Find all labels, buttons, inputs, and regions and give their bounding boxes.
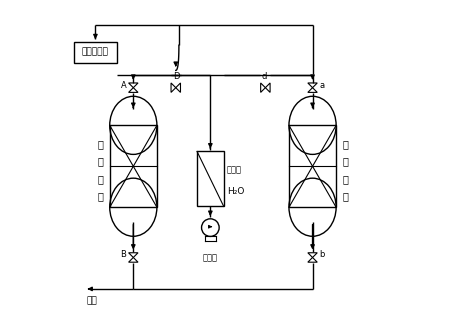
Text: 塔: 塔 [97, 174, 103, 184]
Text: 产品: 产品 [86, 296, 97, 305]
Text: 吸: 吸 [343, 139, 348, 149]
Text: 附: 附 [97, 156, 103, 167]
Text: 附: 附 [343, 156, 348, 167]
Bar [74, 42, 117, 62]
Text: 一: 一 [97, 191, 103, 201]
Text: 膜分离: 膜分离 [227, 165, 242, 174]
Text: 二: 二 [343, 191, 348, 201]
Text: B: B [120, 251, 126, 260]
Text: D: D [173, 72, 180, 81]
Text: 塔: 塔 [343, 174, 348, 184]
Text: d: d [261, 72, 267, 81]
Text: A: A [121, 81, 126, 90]
Text: a: a [319, 81, 325, 90]
Text: 真空泵: 真空泵 [203, 254, 218, 263]
Text: 吸: 吸 [97, 139, 103, 149]
Text: H₂O: H₂O [227, 187, 244, 196]
Text: 气相物料流: 气相物料流 [82, 48, 109, 57]
Text: b: b [319, 251, 325, 260]
